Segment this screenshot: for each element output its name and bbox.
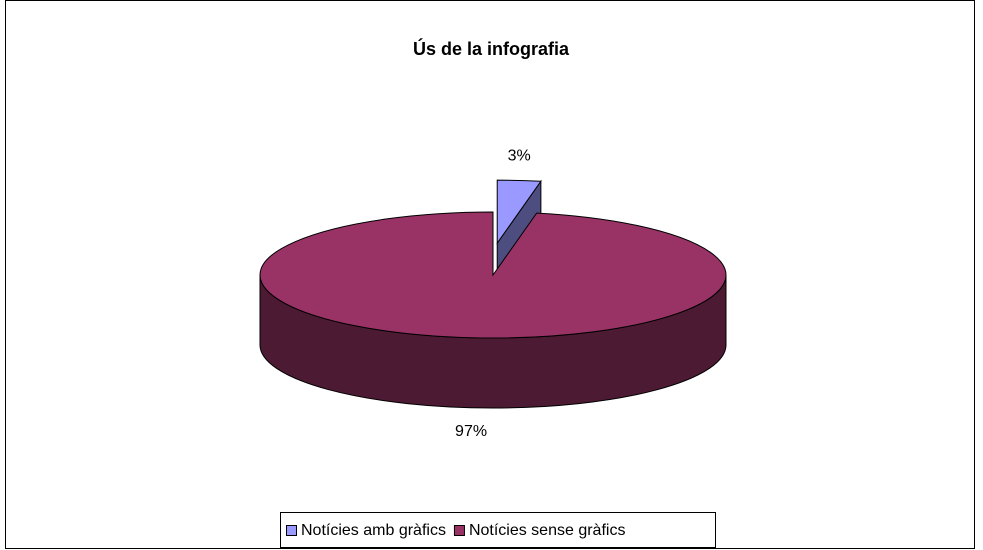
legend-label: Notícies amb gràfics — [301, 522, 446, 539]
chart-title: Ús de la infografia — [413, 38, 570, 59]
legend — [280, 512, 716, 548]
legend-swatch — [286, 525, 297, 536]
data-label: 97% — [455, 423, 487, 440]
slice-top — [496, 179, 542, 245]
data-label: 3% — [508, 148, 531, 165]
legend-label: Notícies sense gràfics — [469, 522, 626, 539]
legend-items: Notícies amb gràfics Notícies sense gràfi… — [286, 522, 626, 539]
slice-top — [259, 211, 727, 339]
pie-slice — [259, 211, 727, 409]
pie — [259, 179, 727, 409]
legend-swatch — [453, 525, 465, 536]
